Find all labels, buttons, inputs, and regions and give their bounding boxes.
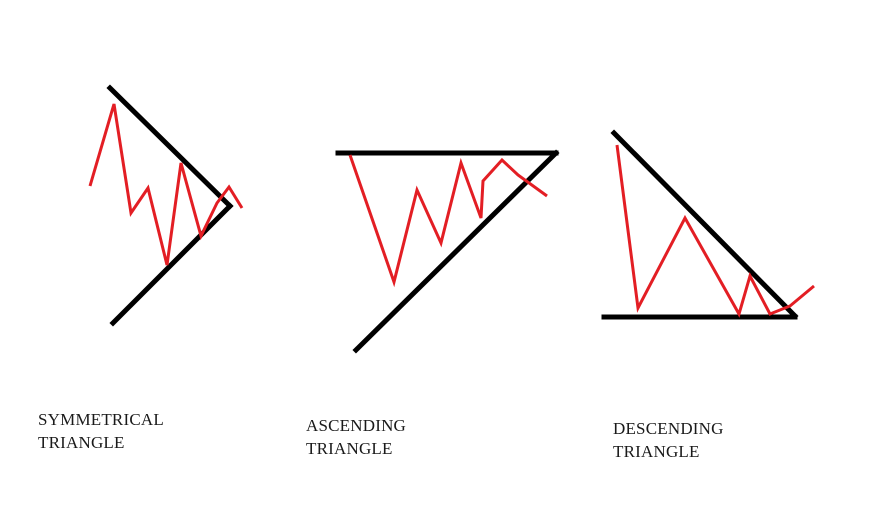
descending-price-line	[615, 144, 815, 318]
ascending-price-line	[348, 154, 548, 288]
symmetrical-triangle-diagram	[88, 84, 244, 327]
caption-line-2: TRIANGLE	[38, 433, 125, 452]
caption-line-2: TRIANGLE	[306, 439, 393, 458]
descending-resistance-trendline	[610, 129, 799, 320]
symmetrical-upper-trendline	[106, 84, 234, 210]
caption-line-1: ASCENDING	[306, 416, 407, 435]
symmetrical-lower-trendline	[109, 202, 234, 327]
descending-triangle-caption: DESCENDING TRIANGLE	[613, 417, 724, 463]
symmetrical-triangle-caption: SYMMETRICAL TRIANGLE	[38, 408, 164, 454]
caption-line-1: SYMMETRICAL	[38, 410, 164, 429]
caption-line-1: DESCENDING	[613, 419, 724, 438]
ascending-triangle-caption: ASCENDING TRIANGLE	[306, 414, 406, 460]
ascending-support-trendline	[352, 149, 560, 354]
ascending-triangle-diagram	[335, 149, 560, 354]
descending-triangle-diagram	[601, 129, 815, 320]
caption-line-2: TRIANGLE	[613, 442, 700, 461]
symmetrical-price-line	[88, 103, 244, 266]
